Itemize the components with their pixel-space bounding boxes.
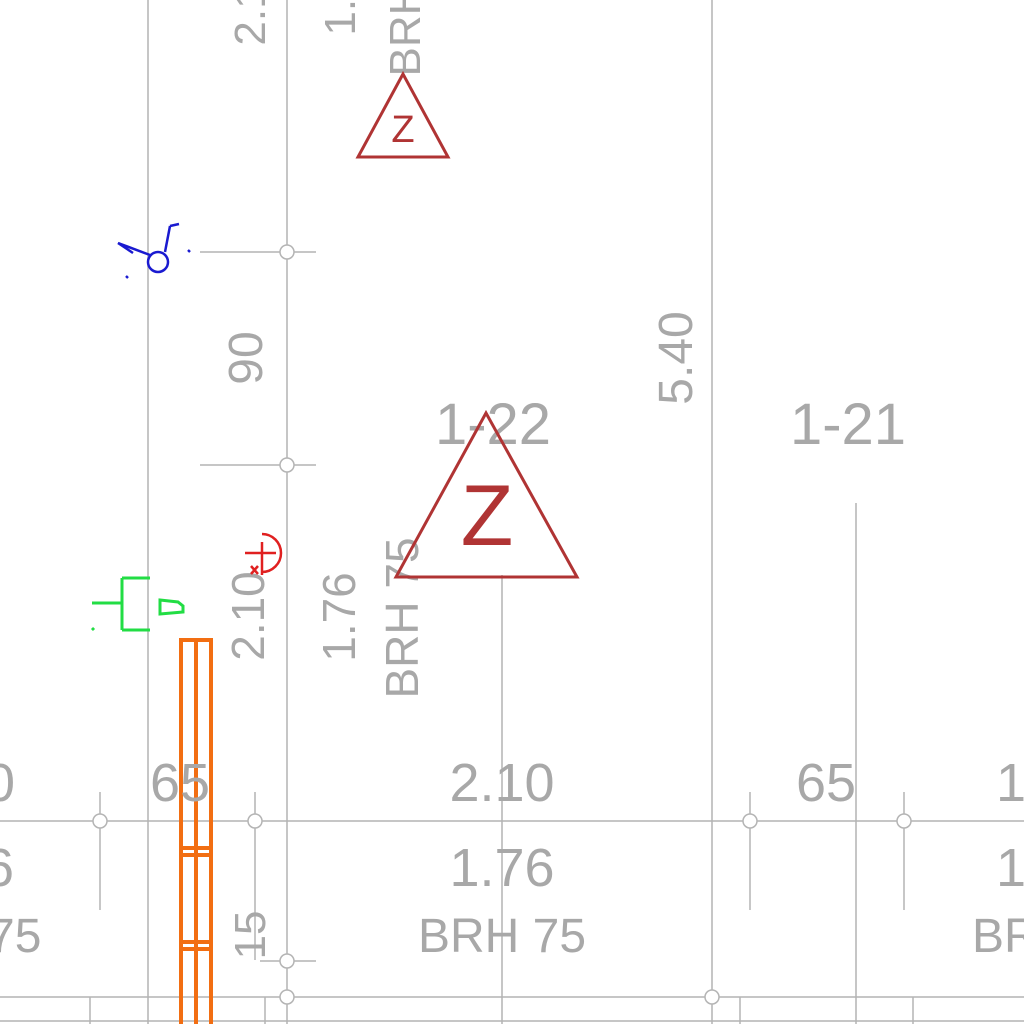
- dimension-label: 65: [796, 753, 856, 813]
- socket-dot: [90, 626, 96, 632]
- dimension-marker: [896, 813, 912, 829]
- light-arc: [261, 532, 283, 574]
- switch-symbol-icon: [117, 222, 191, 279]
- switch-circle: [146, 250, 170, 274]
- socket-box: [158, 598, 185, 616]
- triangle-icon: [393, 409, 580, 579]
- dimension-marker: [279, 989, 295, 1005]
- dimension-label: 2.1: [226, 0, 275, 46]
- triangle-icon: [355, 70, 451, 159]
- dimension-markers: [92, 244, 912, 1005]
- switch-dot: [125, 275, 129, 279]
- dimension-label: 6: [0, 838, 14, 898]
- switch-dot: [187, 249, 191, 253]
- light-symbol-icon: [245, 532, 283, 575]
- small-triangle-symbol: Z: [355, 70, 451, 159]
- dimension-label: 1.: [996, 753, 1024, 813]
- dimension-label: 1.76: [313, 572, 365, 662]
- dimension-marker: [247, 813, 263, 829]
- dimension-label: 90: [220, 331, 273, 384]
- dimension-label: 15: [226, 911, 275, 960]
- horizontal-dimensions: 0 65 2.10 65 1. 6 1.76 1. 75 BRH 75 BR: [0, 753, 1024, 963]
- dimension-label: 2.10: [449, 753, 554, 813]
- triangle-letter: Z: [391, 109, 414, 151]
- room-number-label: 1-21: [790, 392, 906, 457]
- dimension-label: BR: [972, 910, 1024, 963]
- dimension-label: BRH 75: [418, 910, 586, 963]
- dimension-marker: [279, 457, 295, 473]
- switch-arm: [163, 225, 172, 253]
- socket-symbol-icon: [90, 576, 185, 632]
- dimension-label: 1.: [996, 838, 1024, 898]
- dimension-marker: [742, 813, 758, 829]
- dimension-label: 0: [0, 753, 15, 813]
- dimension-label: 2.10: [222, 571, 274, 661]
- vertical-dimensions: 2.1 1.7 BRH 90 5.40 2.10 1.76 BRH 75 15: [220, 0, 703, 959]
- light-tick: [250, 565, 259, 575]
- dimension-label: 75: [0, 910, 41, 963]
- dimension-label: 5.40: [650, 311, 703, 404]
- switch-arm: [117, 241, 134, 255]
- dimension-marker: [279, 244, 295, 260]
- room-labels: 1-22 1-21: [435, 392, 906, 457]
- dimension-label: 65: [150, 753, 210, 813]
- triangle-letter: Z: [461, 468, 514, 564]
- dimension-label: 1.76: [449, 838, 554, 898]
- switch-arm: [117, 241, 151, 257]
- orange-riser: [179, 638, 213, 1024]
- dimension-marker: [704, 989, 720, 1005]
- switch-arm: [169, 222, 180, 228]
- large-triangle-symbol: Z: [393, 409, 580, 579]
- dimension-marker: [279, 953, 295, 969]
- dimension-label: BRH: [381, 0, 430, 76]
- dimension-label: 1.7: [316, 0, 365, 36]
- dimension-label: BRH 75: [376, 537, 428, 698]
- dimension-marker: [92, 813, 108, 829]
